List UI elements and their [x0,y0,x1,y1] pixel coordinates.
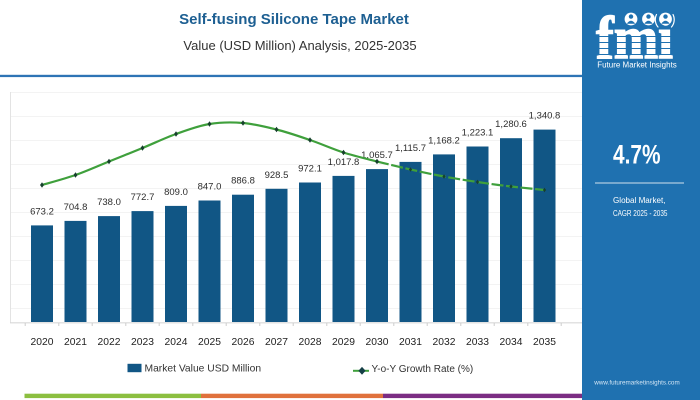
svg-text:CAGR 2025 - 2035: CAGR 2025 - 2035 [613,208,668,218]
svg-text:1,280.6: 1,280.6 [495,119,527,130]
svg-text:1,017.8: 1,017.8 [328,157,360,168]
svg-text:2026: 2026 [232,337,255,348]
svg-text:972.1: 972.1 [298,164,322,175]
svg-text:4.7%: 4.7% [613,140,661,170]
svg-text:www.futuremarketinsights.com: www.futuremarketinsights.com [593,380,679,387]
svg-text:2028: 2028 [299,337,322,348]
svg-text:886.8: 886.8 [231,176,255,187]
svg-text:Y-o-Y Growth Rate (%): Y-o-Y Growth Rate (%) [372,364,474,375]
svg-text:2030: 2030 [366,337,389,348]
svg-text:fmi: fmi [596,5,673,71]
svg-text:928.5: 928.5 [265,170,289,181]
svg-text:1,340.8: 1,340.8 [529,111,561,122]
svg-text:2029: 2029 [332,337,355,348]
svg-text:1,115.7: 1,115.7 [395,143,426,154]
svg-text:2031: 2031 [399,337,422,348]
svg-text:Value (USD Million) Analysis,: Value (USD Million) Analysis, 2025-2035 [183,38,416,53]
svg-text:2025: 2025 [198,337,221,348]
svg-text:2021: 2021 [64,337,87,348]
svg-text:2033: 2033 [466,337,489,348]
svg-text:772.7: 772.7 [131,192,155,203]
svg-text:Market Value USD Million: Market Value USD Million [145,364,262,375]
svg-text:847.0: 847.0 [198,182,222,193]
svg-text:2035: 2035 [533,337,556,348]
svg-text:2020: 2020 [31,337,54,348]
svg-text:1,223.1: 1,223.1 [462,128,494,139]
svg-text:1,168.2: 1,168.2 [428,135,460,146]
svg-text:2034: 2034 [500,337,523,348]
svg-text:Future Market Insights: Future Market Insights [597,61,677,70]
svg-text:2027: 2027 [265,337,288,348]
svg-text:2024: 2024 [165,337,188,348]
svg-text:Self-fusing Silicone Tape Mark: Self-fusing Silicone Tape Market [179,11,409,28]
svg-text:738.0: 738.0 [97,197,121,208]
svg-text:2023: 2023 [131,337,154,348]
svg-text:2032: 2032 [433,337,456,348]
svg-text:704.8: 704.8 [64,202,88,213]
svg-text:1,065.7: 1,065.7 [361,150,393,161]
svg-text:809.0: 809.0 [164,187,188,198]
svg-text:2022: 2022 [98,337,121,348]
svg-text:673.2: 673.2 [30,206,54,217]
svg-text:Global Market,: Global Market, [613,195,666,205]
